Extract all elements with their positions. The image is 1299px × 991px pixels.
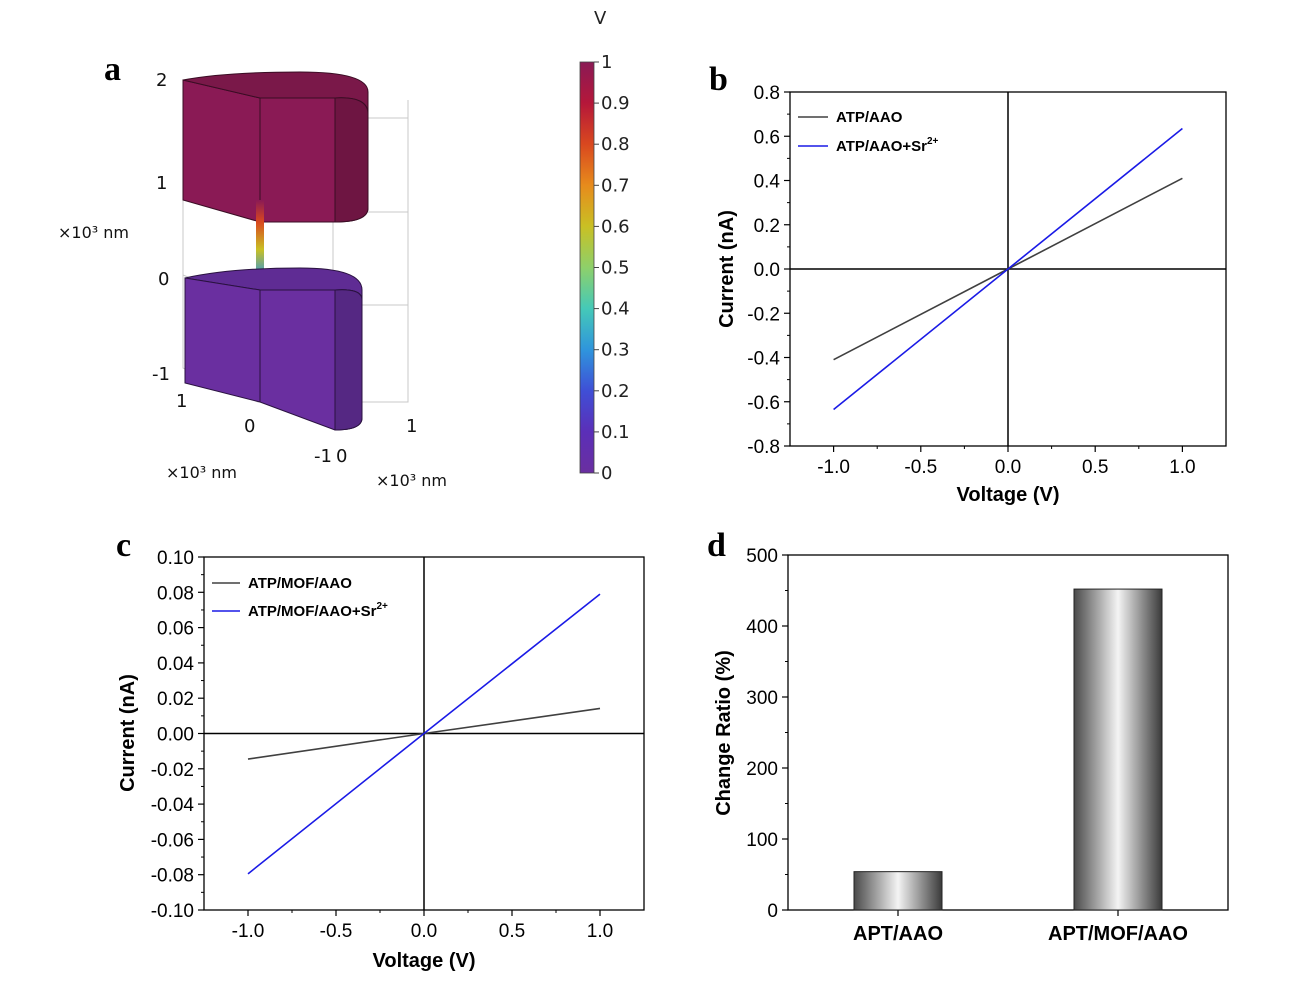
panel-b-legend: ATP/AAO ATP/AAO+Sr2+ bbox=[798, 109, 939, 155]
colorbar-bar bbox=[579, 61, 595, 474]
colorbar-tick-label: 0.9 bbox=[601, 93, 630, 114]
x-tick-0: 0 bbox=[244, 416, 255, 437]
panel-d-ylabel: Change Ratio (%) bbox=[713, 650, 735, 816]
x-unit-label: ×10³ nm bbox=[166, 463, 237, 482]
y-tick-label: 0 bbox=[767, 901, 778, 922]
y-tick-label: -0.2 bbox=[747, 304, 780, 325]
y-tick-label: 100 bbox=[746, 830, 778, 851]
panel-b-xlabel: Voltage (V) bbox=[957, 484, 1060, 506]
colorbar-unit: V bbox=[594, 8, 607, 29]
y-tick-label: 500 bbox=[746, 546, 778, 567]
panel-c-legend: ATP/MOF/AAO ATP/MOF/AAO+Sr2+ bbox=[212, 575, 388, 620]
x-tick-neg1: -1 bbox=[314, 446, 332, 467]
x-tick-label: -1.0 bbox=[817, 457, 850, 478]
y-tick-label: 0.6 bbox=[754, 127, 780, 148]
z-tick-0: 0 bbox=[158, 269, 169, 290]
colorbar-tick-label: 0.7 bbox=[601, 175, 630, 196]
z-tick-1: 1 bbox=[156, 173, 167, 194]
x-tick-label: -0.5 bbox=[904, 457, 937, 478]
y-unit-label: ×10³ nm bbox=[376, 471, 447, 490]
panel-b-ticks: 0.8 0.6 0.4 0.2 0.0 -0.2 -0.4 -0.6 -0.8 -1.0 -0.5 0… bbox=[747, 83, 1195, 478]
panel-c-xlabel: Voltage (V) bbox=[373, 950, 476, 972]
bar bbox=[853, 871, 943, 911]
y-tick-label: 0.02 bbox=[157, 689, 194, 710]
series-line bbox=[833, 127, 1183, 411]
colorbar-tick-label: 1 bbox=[601, 52, 612, 73]
panel-d-chart: 0 100 200 300 400 500 APT/AAO APT/MOF/AAO Chang… bbox=[713, 546, 1229, 945]
panel-c-ylabel: Current (nA) bbox=[117, 674, 139, 792]
y-tick-label: 0.4 bbox=[754, 172, 781, 193]
panel-b-ylabel: Current (nA) bbox=[716, 210, 738, 328]
lower-reservoir bbox=[184, 267, 363, 431]
y-tick-label: 400 bbox=[746, 617, 778, 638]
panel-c-chart: 0.10 0.08 0.06 0.04 0.02 0.00 -0.02 -0.04 -0.06 -… bbox=[117, 548, 645, 972]
category-label: APT/AAO bbox=[853, 923, 943, 945]
panel-c-ticks: 0.10 0.08 0.06 0.04 0.02 0.00 -0.02 -0.04 -0.06 -… bbox=[151, 548, 614, 942]
x-tick-label: -1.0 bbox=[232, 921, 265, 942]
legend-label-atp-aao: ATP/AAO bbox=[836, 109, 903, 126]
x-tick-label: 0.0 bbox=[411, 921, 437, 942]
panel-d-ticks: 0 100 200 300 400 500 APT/AAO APT/MOF/AAO bbox=[746, 546, 1188, 945]
upper-reservoir bbox=[182, 71, 369, 223]
panel-d-bars bbox=[853, 588, 1163, 911]
x-tick-label: 1.0 bbox=[587, 921, 613, 942]
y-tick-label: 200 bbox=[746, 759, 778, 780]
colorbar-tick-label: 0.6 bbox=[601, 216, 630, 237]
panel-label-a: a bbox=[104, 51, 121, 88]
x-tick-label: 0.0 bbox=[995, 457, 1021, 478]
colorbar-tick-label: 0.1 bbox=[601, 422, 630, 443]
panel-label-d: d bbox=[707, 527, 726, 564]
x-tick-label: 0.5 bbox=[1082, 457, 1108, 478]
legend-label-atp-aao-sr: ATP/AAO+Sr2+ bbox=[836, 136, 939, 155]
y-tick-label: 0.0 bbox=[754, 260, 780, 281]
y-tick-label: -0.08 bbox=[151, 866, 194, 887]
colorbar-tick-label: 0.5 bbox=[601, 258, 630, 279]
bar bbox=[1073, 588, 1163, 911]
y-tick-label: -0.04 bbox=[151, 795, 195, 816]
y-tick-label: 0.2 bbox=[754, 216, 780, 237]
colorbar-tick-label: 0.3 bbox=[601, 340, 630, 361]
z-tick-neg1: -1 bbox=[152, 364, 170, 385]
y-tick-label: 0.00 bbox=[157, 725, 194, 746]
series-line bbox=[247, 593, 601, 875]
z-tick-2: 2 bbox=[156, 70, 167, 91]
y-tick-label: -0.10 bbox=[151, 901, 194, 922]
y-tick-label: 0.06 bbox=[157, 619, 194, 640]
y-tick-label: 0.04 bbox=[157, 654, 194, 675]
x-tick-1: 1 bbox=[176, 391, 187, 412]
panel-a-3d-plot: 2 1 0 -1 ×10³ nm 1 0 -1 0 1 ×10³ nm ×10³… bbox=[58, 70, 447, 490]
y-tick-label: -0.4 bbox=[747, 349, 780, 370]
legend-label-atp-mof-aao: ATP/MOF/AAO bbox=[248, 575, 352, 592]
y-tick-label: -0.6 bbox=[747, 393, 780, 414]
panel-c-series bbox=[204, 557, 644, 910]
y-tick-label: -0.06 bbox=[151, 830, 194, 851]
y-tick-label: -0.02 bbox=[151, 760, 194, 781]
panel-label-c: c bbox=[116, 527, 131, 564]
panel-b-series bbox=[790, 92, 1226, 446]
panel-b-chart: 0.8 0.6 0.4 0.2 0.0 -0.2 -0.4 -0.6 -0.8 -1.0 -0.5 0… bbox=[716, 83, 1227, 506]
x-tick-label: 1.0 bbox=[1169, 457, 1195, 478]
colorbar-tick-label: 0.4 bbox=[601, 299, 630, 320]
colorbar-tick-label: 0 bbox=[601, 463, 612, 484]
legend-label-atp-mof-aao-sr: ATP/MOF/AAO+Sr2+ bbox=[248, 601, 388, 620]
y-tick-label: 300 bbox=[746, 688, 778, 709]
x-tick-label: 0.5 bbox=[499, 921, 525, 942]
colorbar-tick-label: 0.2 bbox=[601, 381, 630, 402]
y-tick-label: 0.8 bbox=[754, 83, 780, 104]
y-tick-label: -0.8 bbox=[747, 437, 780, 458]
colorbar-tick-label: 0.8 bbox=[601, 134, 630, 155]
z-unit-label: ×10³ nm bbox=[58, 223, 129, 242]
y-tick-label: 0.08 bbox=[157, 583, 194, 604]
y-tick-1: 1 bbox=[406, 416, 417, 437]
y-tick-0: 0 bbox=[336, 446, 347, 467]
y-tick-label: 0.10 bbox=[157, 548, 194, 569]
colorbar: V 1 0.9 0.8 0.7 0.6 0.5 0.4 0.3 0.2 0.1 0 bbox=[579, 8, 630, 484]
x-tick-label: -0.5 bbox=[320, 921, 353, 942]
panel-label-b: b bbox=[709, 61, 728, 98]
nanopore-channel bbox=[256, 200, 264, 310]
category-label: APT/MOF/AAO bbox=[1048, 923, 1188, 945]
colorbar-ticks: 1 0.9 0.8 0.7 0.6 0.5 0.4 0.3 0.2 0.1 0 bbox=[594, 52, 630, 484]
